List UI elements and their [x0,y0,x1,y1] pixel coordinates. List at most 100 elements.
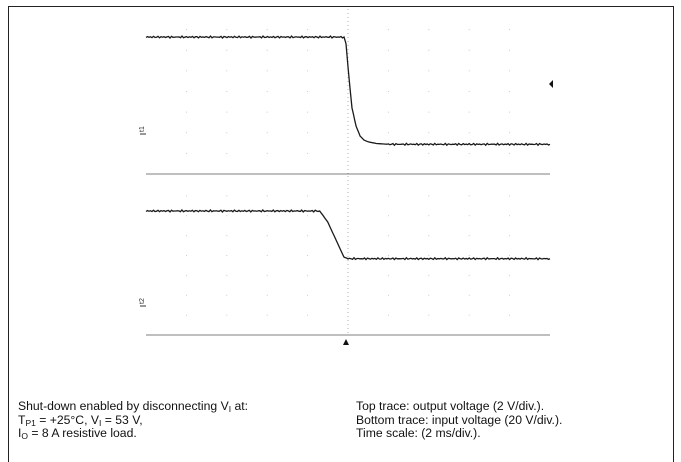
grid-dot [509,152,511,154]
grid-dot [266,314,268,316]
grid-dot [226,235,228,237]
grid-dot [307,29,309,31]
grid-dot [468,70,470,72]
grid-dot [185,152,187,154]
grid-dot [468,132,470,134]
grid-dot [307,70,309,72]
grid-dot [226,111,228,113]
grid-dot [468,255,470,256]
grid-dot [307,314,309,316]
grid-dot [387,132,389,134]
grid-dot [226,70,228,72]
input-voltage-trace [145,209,551,261]
grid-dot [387,235,389,237]
grid-dot [468,152,470,154]
grid-dot [387,215,389,217]
grid-dot [185,49,187,51]
trigger-position-marker [343,339,349,345]
grid-dot [307,274,309,276]
grid-dot [509,111,511,113]
grid-dot [387,29,389,31]
grid-dot [226,49,228,51]
channel-ground-marker: t2 [139,298,146,304]
grid-dot [226,274,228,276]
grid-dot [307,132,309,134]
bottom-trace-description: Bottom trace: input voltage (20 V/div.). [356,412,563,427]
grid-dot [307,255,309,256]
grid-dot [307,152,309,154]
grid-dot [387,274,389,276]
grid-dot [266,29,268,31]
channel-ground-marker: t1 [139,126,146,132]
grid-dot [266,215,268,217]
scope-marks: t1 t2 [139,80,553,345]
grid-dot [307,49,309,51]
grid-dot [387,49,389,51]
grid-dot [185,70,187,72]
test-conditions-caption: Shut-down enabled by disconnecting VI at… [18,399,249,441]
grid-dot [428,235,430,237]
grid-dot [266,255,268,256]
bottom-panel-grid [185,176,511,335]
grid-dot [185,132,187,134]
grid-dot [307,91,309,92]
grid-dot [266,195,268,197]
grid-dot [307,235,309,237]
grid-dot [226,294,228,296]
grid-dot [307,195,309,197]
top-trace-description: Top trace: output voltage (2 V/div.). [356,399,545,413]
grid-dot [428,70,430,72]
grid-dot [509,215,511,217]
grid-dot [509,29,511,31]
top-panel-grid [185,9,511,174]
grid-dot [509,274,511,276]
grid-dot [509,132,511,134]
caption-line-3: IO = 8 A resistive load. [18,426,137,441]
grid-dot [468,314,470,316]
grid-dot [468,294,470,296]
grid-dot [468,29,470,31]
trace-legend-caption: Top trace: output voltage (2 V/div.). Bo… [356,399,563,441]
grid-dot [185,111,187,113]
time-scale-description: Time scale: (2 ms/div.). [356,426,481,440]
grid-dot [468,195,470,197]
grid-dot [226,152,228,154]
grid-dot [266,111,268,113]
grid-dot [387,195,389,197]
figure-frame [8,6,674,462]
grid-dot [428,195,430,197]
grid-dot [185,235,187,237]
grid-dot [509,91,511,92]
grid-dot [468,49,470,51]
grid-dot [387,294,389,296]
grid-dot [468,91,470,92]
grid-dot [428,314,430,316]
grid-dot [307,294,309,296]
grid-dot [509,195,511,197]
grid-dot [185,294,187,296]
grid-dot [266,274,268,276]
grid-dot [185,314,187,316]
grid-dot [428,294,430,296]
grid-dot [468,111,470,113]
grid-dot [509,294,511,296]
grid-dot [226,215,228,217]
grid-dot [428,255,430,256]
grid-dot [428,29,430,31]
grid-dot [428,132,430,134]
grid-dot [509,70,511,72]
grid-dot [468,274,470,276]
grid-dot [387,91,389,92]
grid-dot [307,111,309,113]
grid-dot [226,132,228,134]
grid-dot [185,29,187,31]
grid-dot [428,274,430,276]
grid-dot [266,91,268,92]
caption-line-1: Shut-down enabled by disconnecting VI at… [18,399,249,414]
grid-dot [387,111,389,113]
grid-dot [509,49,511,51]
grid-dot [468,215,470,217]
grid-dot [468,235,470,237]
grid-dot [428,111,430,113]
